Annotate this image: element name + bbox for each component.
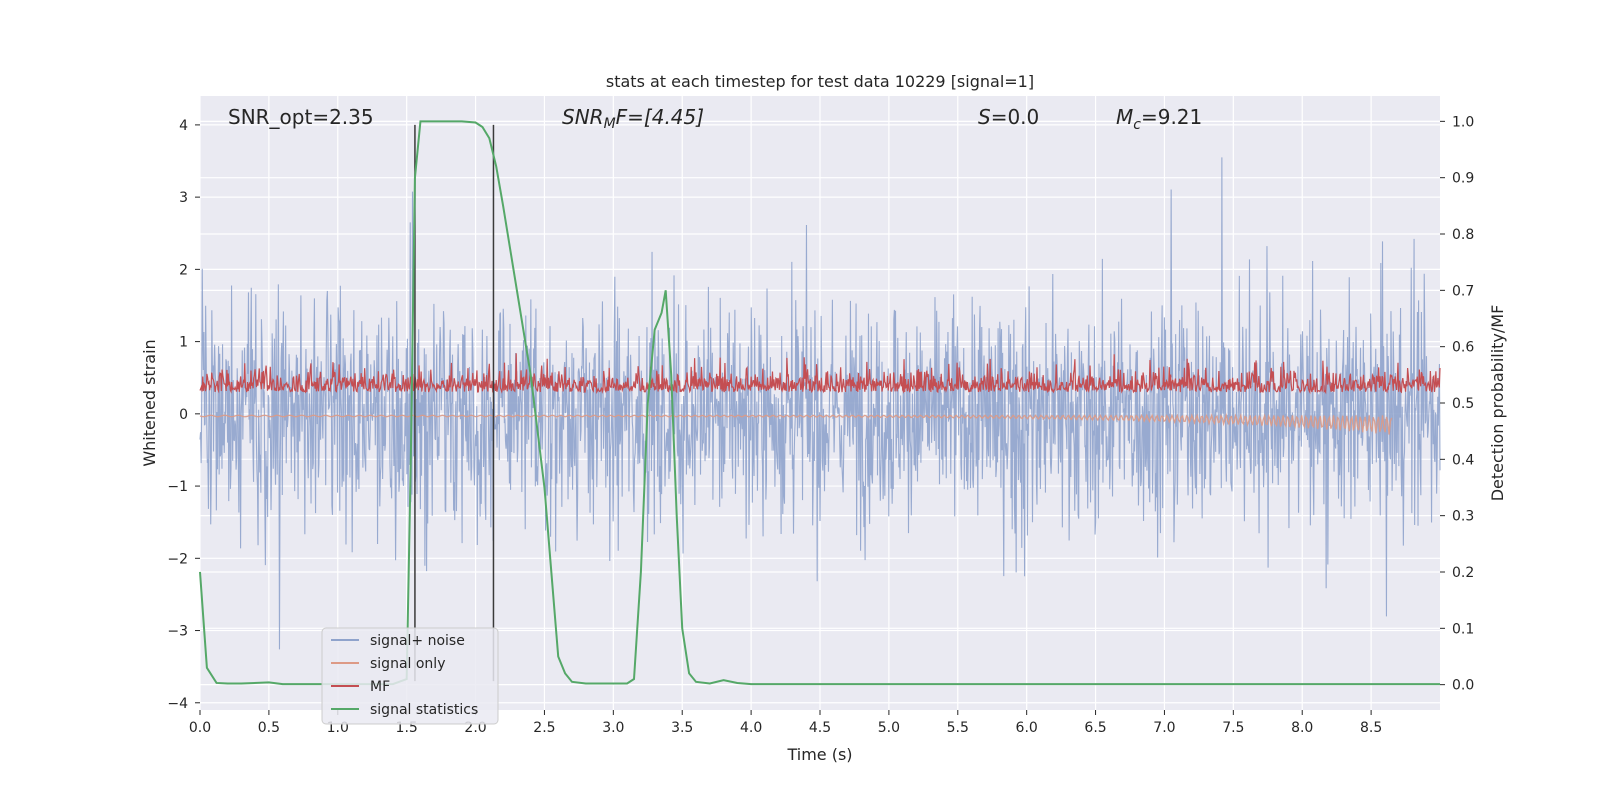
x-axis-ticks: 0.0 0.5 1.0 1.5 2.0 2.5 3.0 3.5 4.0 4.5 5.0 5.5 6.0 6… (189, 710, 1382, 736)
y-left-tick-label: 3 (179, 190, 188, 206)
x-tick-label: 0.5 (258, 720, 280, 736)
signal-noise-series (199, 157, 1441, 650)
y-left-axis-label: Whitened strain (140, 339, 159, 466)
x-tick-label: 8.5 (1360, 720, 1382, 736)
snr-mf-rest: F=[4.45] (616, 105, 704, 129)
y-right-tick-label: 0.1 (1452, 621, 1474, 637)
y-right-axis-ticks: 1.0 0.9 0.8 0.7 0.6 0.5 0.4 0.3 0.2 0.1 0.0 (1440, 114, 1474, 694)
legend-label-signal-statistics: signal statistics (370, 702, 478, 718)
snr-mf-main: SNR (562, 105, 604, 129)
y-left-tick-label: −1 (167, 479, 188, 495)
y-left-tick-label: 1 (179, 335, 188, 351)
y-right-tick-label: 0.4 (1452, 452, 1474, 468)
x-tick-label: 0.0 (189, 720, 211, 736)
x-tick-label: 4.0 (740, 720, 762, 736)
signal-noise-line (199, 157, 1441, 650)
snr-mf-annotation: SNRMF=[4.45] (562, 105, 704, 132)
x-tick-label: 5.0 (878, 720, 900, 736)
y-right-tick-label: 1.0 (1452, 114, 1474, 130)
y-right-tick-label: 0.9 (1452, 171, 1474, 187)
x-tick-label: 3.0 (602, 720, 624, 736)
y-left-tick-label: 2 (179, 262, 188, 278)
s-main: S (978, 105, 991, 129)
snr-opt-annotation: SNR_opt=2.35 (228, 105, 374, 129)
y-left-tick-label: 0 (179, 407, 188, 423)
x-tick-label: 5.5 (947, 720, 969, 736)
y-right-tick-label: 0.2 (1452, 565, 1474, 581)
x-tick-label: 3.5 (671, 720, 693, 736)
y-right-tick-label: 0.5 (1452, 396, 1474, 412)
y-right-tick-label: 0.8 (1452, 227, 1474, 243)
signal-only-series (199, 412, 1393, 435)
s-rest: =0.0 (991, 105, 1040, 129)
y-left-tick-label: 4 (179, 118, 188, 134)
legend-label-signal-only: signal only (370, 656, 445, 672)
legend-label-signal-noise: signal+ noise (370, 633, 465, 649)
y-right-tick-label: 0.6 (1452, 340, 1474, 356)
mf-line (199, 353, 1441, 395)
x-tick-label: 7.0 (1153, 720, 1175, 736)
legend-box (321, 627, 499, 725)
x-tick-label: 6.5 (1084, 720, 1106, 736)
snr-mf-sub: M (604, 116, 616, 132)
legend-label-mf: MF (370, 679, 390, 695)
y-left-tick-label: −4 (167, 696, 188, 712)
y-left-axis-ticks: 4 3 2 1 0 −1 −2 −3 −4 (167, 118, 200, 712)
mc-annotation: Mc=9.21 (1116, 105, 1202, 133)
y-right-tick-label: 0.3 (1452, 509, 1474, 525)
x-tick-label: 7.5 (1222, 720, 1244, 736)
grid (199, 96, 1440, 710)
legend: signal+ noise signal only MF signal stat… (321, 627, 499, 725)
signal-only-line (199, 412, 1393, 435)
y-right-tick-label: 0.7 (1452, 283, 1474, 299)
chart-title: stats at each timestep for test data 102… (606, 72, 1034, 91)
s-annotation: S=0.0 (978, 105, 1039, 129)
x-tick-label: 6.0 (1016, 720, 1038, 736)
y-left-tick-label: −2 (167, 551, 188, 567)
y-right-axis-label: Detection probability/MF (1488, 305, 1507, 502)
x-tick-label: 8.0 (1291, 720, 1313, 736)
x-tick-label: 4.5 (809, 720, 831, 736)
mf-series (199, 353, 1441, 395)
mc-rest: =9.21 (1141, 105, 1202, 129)
y-left-tick-label: −3 (167, 624, 188, 640)
mc-main: M (1116, 105, 1133, 129)
x-axis-label: Time (s) (786, 745, 852, 764)
x-tick-label: 2.5 (533, 720, 555, 736)
mc-sub: c (1133, 117, 1141, 133)
y-right-tick-label: 0.0 (1452, 678, 1474, 694)
